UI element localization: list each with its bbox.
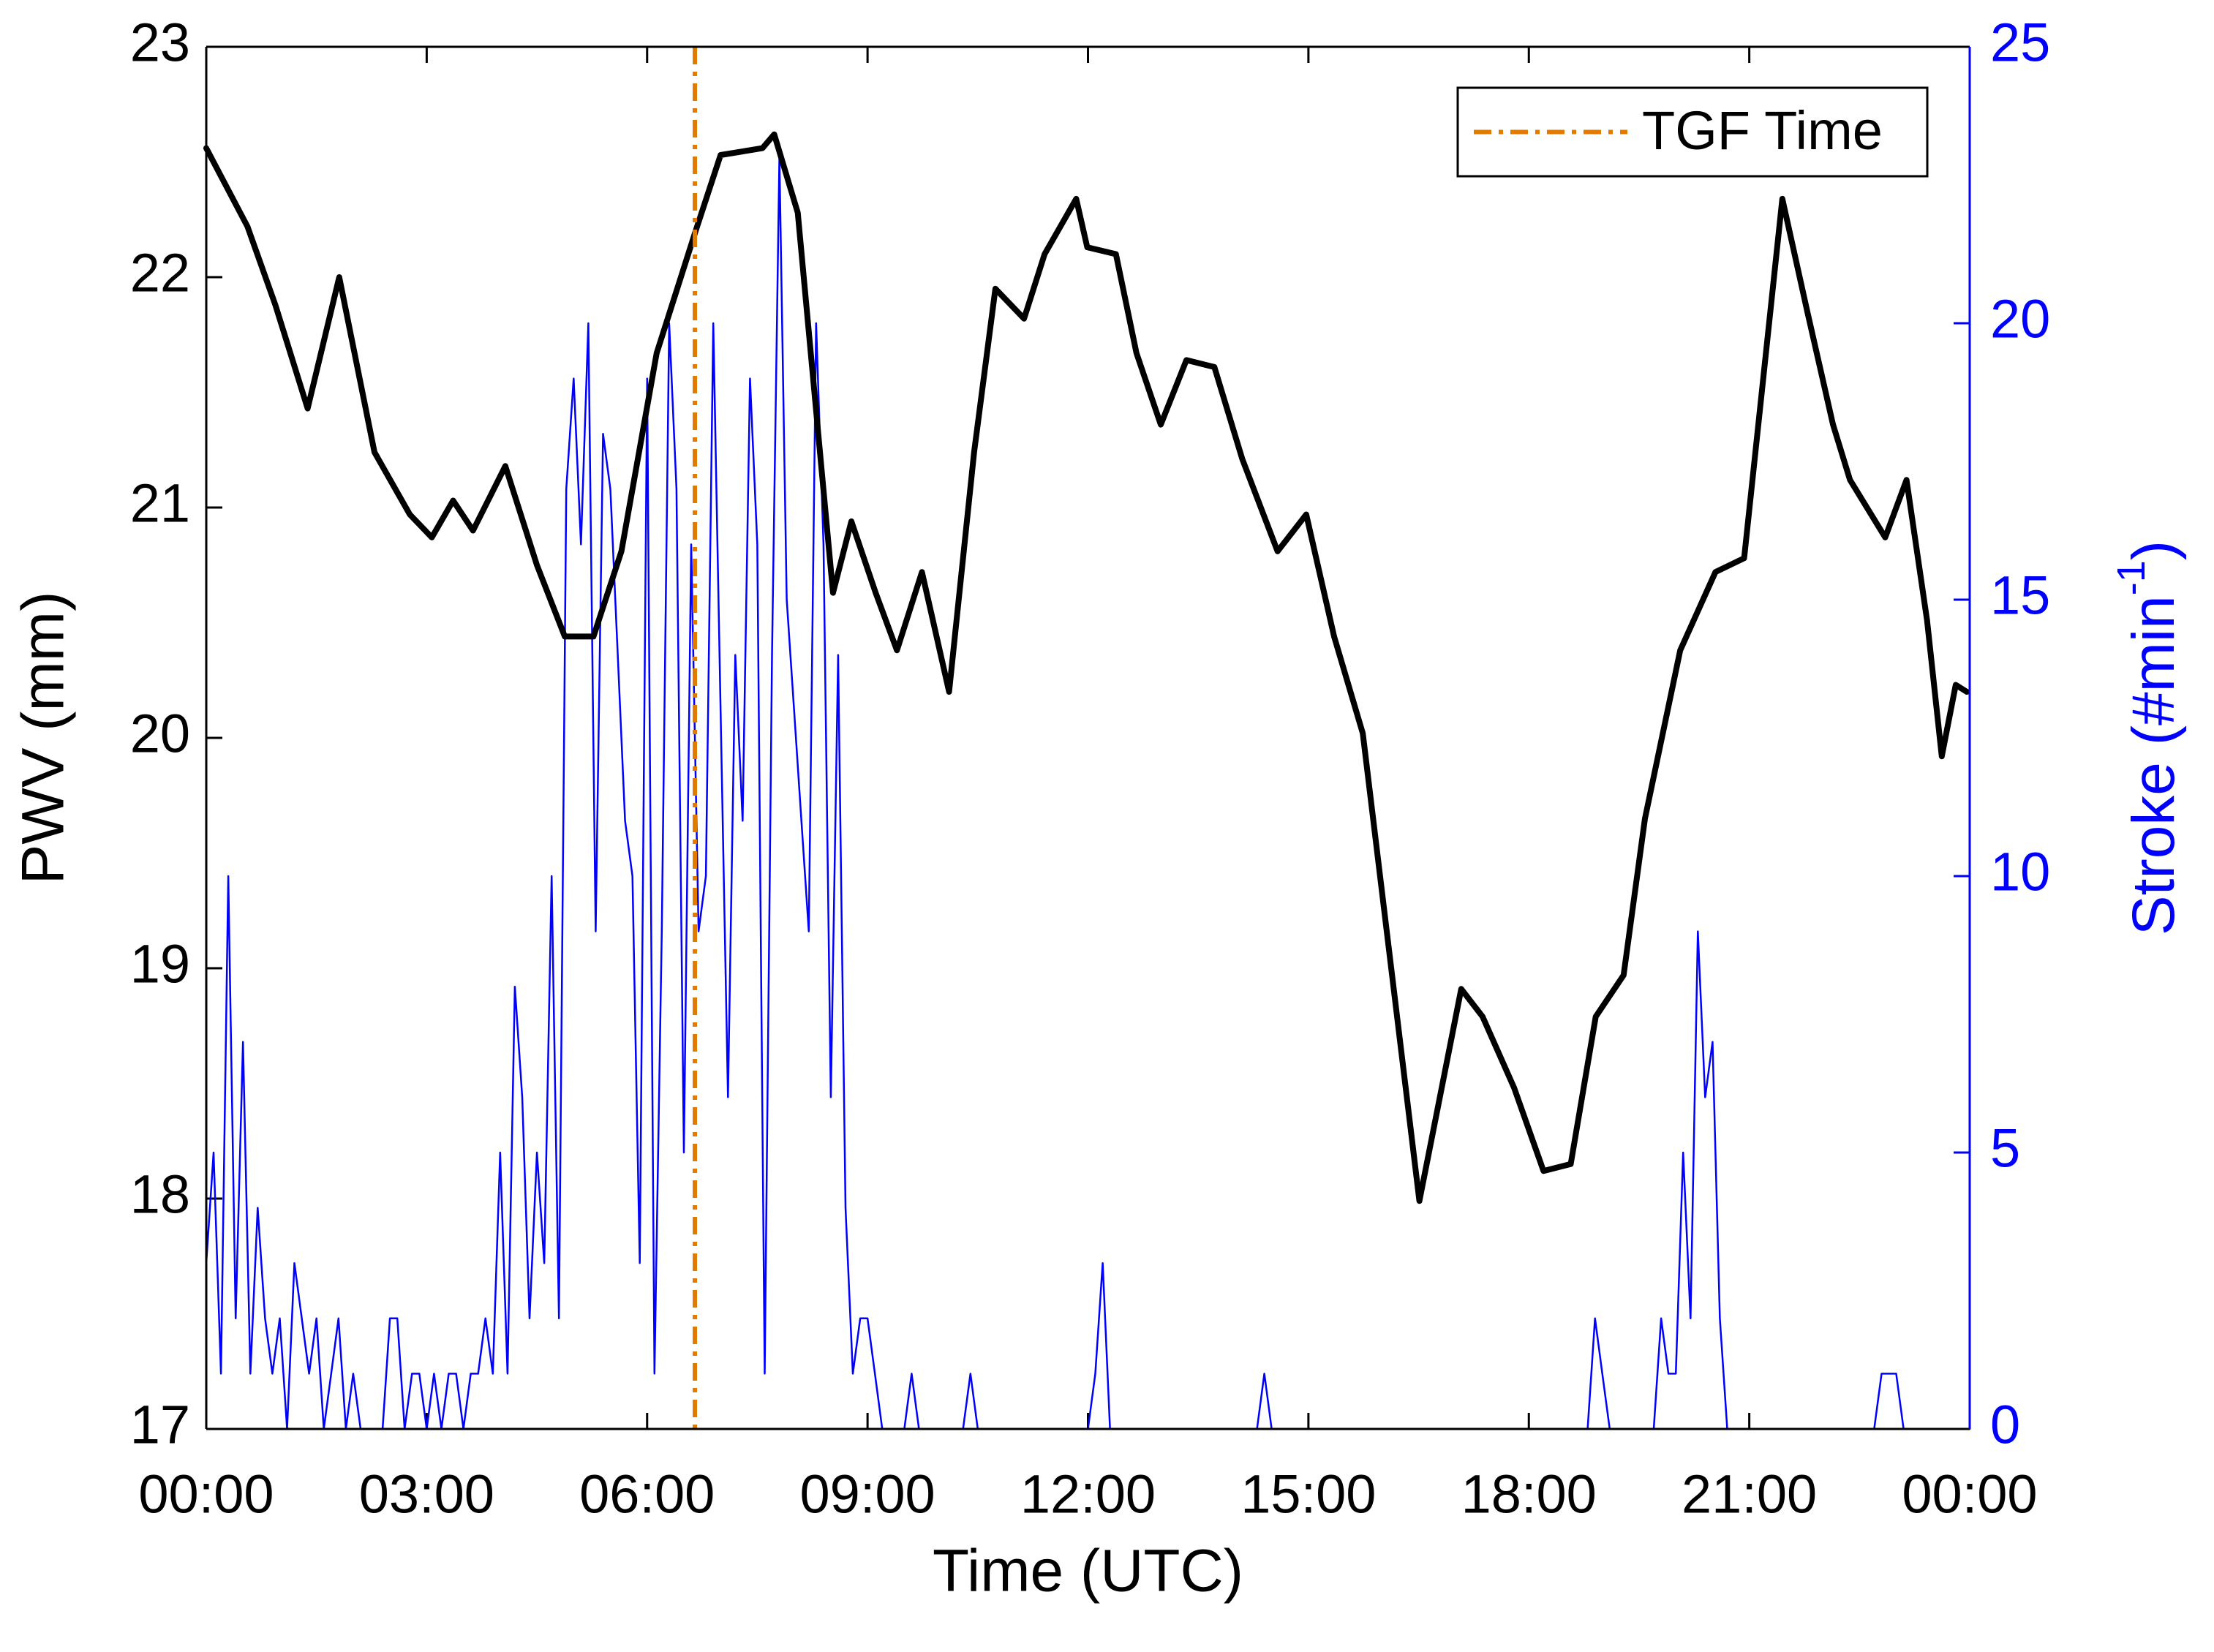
y2-title-main: Stroke (#min: [2120, 595, 2187, 935]
y2-tick-label: 20: [1990, 289, 2050, 350]
legend-label: TGF Time: [1642, 100, 1883, 161]
x-tick-label: 00:00: [138, 1464, 274, 1525]
x-tick-label: 12:00: [1020, 1464, 1156, 1525]
x-tick-label: 03:00: [359, 1464, 494, 1525]
y2-tick-label: 25: [1990, 12, 2050, 73]
y2-tick-label: 15: [1990, 565, 2050, 626]
y2-title-tail: ): [2120, 540, 2187, 560]
x-tick-label: 09:00: [800, 1464, 935, 1525]
y-tick-label: 19: [130, 934, 190, 995]
y-tick-label: 21: [130, 473, 190, 534]
y-axis-title: PWV (mm): [10, 592, 77, 885]
y2-tick-label: 10: [1990, 842, 2050, 902]
y-tick-label: 23: [130, 12, 190, 73]
y-tick-label: 18: [130, 1164, 190, 1225]
x-axis-title: Time (UTC): [933, 1538, 1243, 1604]
x-tick-label: 00:00: [1902, 1464, 2037, 1525]
x-tick-label: 15:00: [1240, 1464, 1376, 1525]
y-tick-label: 17: [130, 1395, 190, 1455]
y-tick-label: 20: [130, 704, 190, 764]
y-tick-label: 22: [130, 243, 190, 303]
y2-tick-label: 5: [1990, 1118, 2020, 1179]
y2-title-sup: -1: [2109, 560, 2153, 595]
y2-tick-label: 0: [1990, 1395, 2020, 1455]
y2-axis-title: Stroke (#min-1): [2109, 540, 2186, 935]
x-tick-label: 18:00: [1461, 1464, 1597, 1525]
x-tick-label: 06:00: [579, 1464, 715, 1525]
x-tick-label: 21:00: [1682, 1464, 1817, 1525]
pwv-line: [203, 131, 1970, 1204]
